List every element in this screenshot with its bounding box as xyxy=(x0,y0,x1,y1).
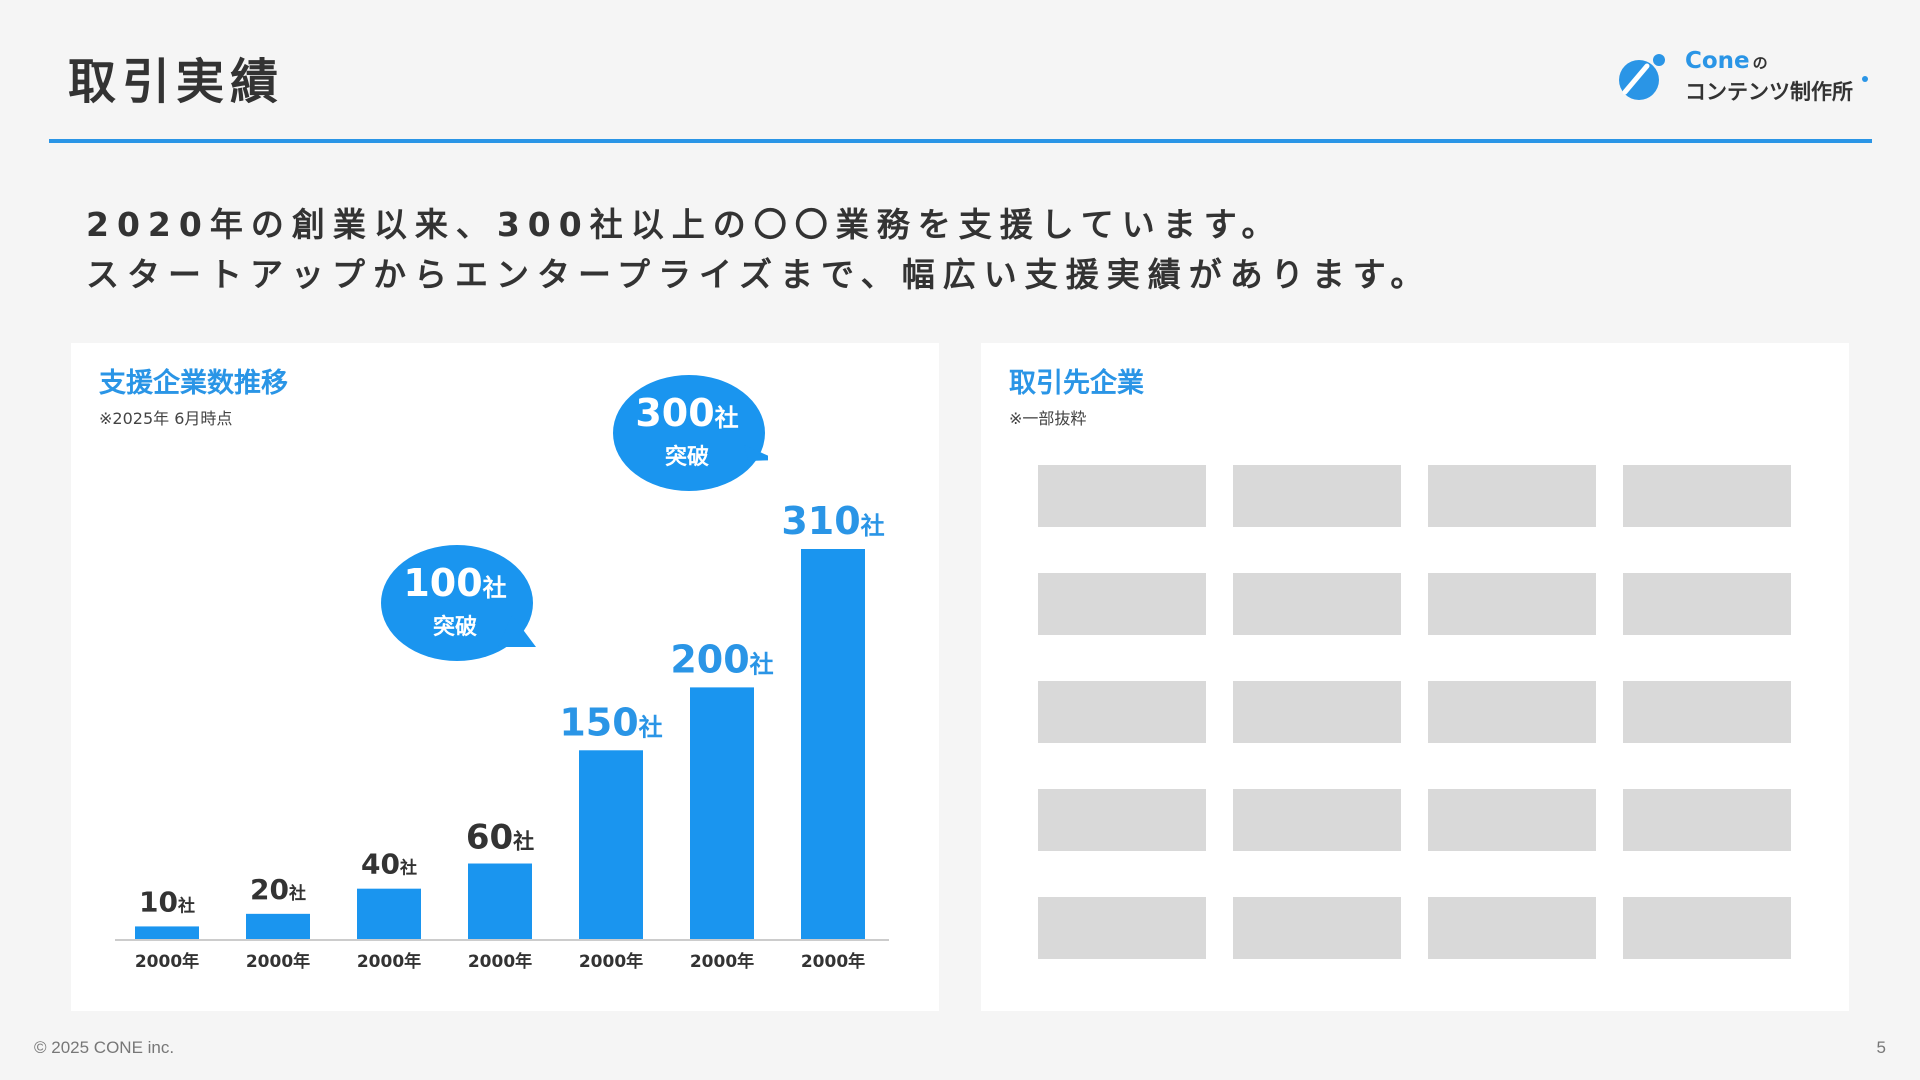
copyright: © 2025 CONE inc. xyxy=(34,1038,175,1057)
x-tick-label: 2000年 xyxy=(579,951,643,972)
bar xyxy=(468,863,532,939)
client-logo-placeholder xyxy=(1038,573,1206,635)
bar-chart: 10社 2000年 20社 2000年 40社 2000年 60社 2000年 150社 2000… xyxy=(115,499,889,972)
client-logo-placeholder xyxy=(1038,681,1206,743)
client-logo-grid xyxy=(1038,465,1791,959)
bar xyxy=(246,913,310,939)
bar-value-label: 200社 xyxy=(670,637,773,681)
bar-value-label: 150社 xyxy=(559,700,662,744)
x-tick-label: 2000年 xyxy=(246,951,310,972)
bar xyxy=(357,888,421,939)
milestone-bubble-100: 100社 突破 xyxy=(380,543,536,683)
bubble-100-unit: 社 xyxy=(482,574,507,602)
client-logo-placeholder xyxy=(1623,789,1791,851)
title-divider xyxy=(49,139,1872,143)
logo-brand-subtitle: コンテンツ制作所 xyxy=(1685,80,1853,104)
x-tick-label: 2000年 xyxy=(690,951,754,972)
bubble-100-value: 100社 xyxy=(380,561,530,605)
bubble-300-value: 300社 xyxy=(612,391,762,435)
client-logo-placeholder xyxy=(1038,465,1206,527)
logo-brand-word: Cone xyxy=(1685,48,1750,74)
chart-panel-note: ※2025年 6月時点 xyxy=(99,409,233,428)
milestone-bubble-300: 300社 突破 xyxy=(612,373,768,513)
x-tick-label: 2000年 xyxy=(468,951,532,972)
speech-bubble-shape xyxy=(381,545,536,661)
chart-panel: 支援企業数推移 ※2025年 6月時点 10社 2000年 20社 2000年 40社 2… xyxy=(71,343,939,1011)
company-logo: Cone の コンテンツ制作所 xyxy=(1617,46,1873,106)
cone-logo-icon xyxy=(1619,54,1665,100)
logo-brand-name: Cone の xyxy=(1685,48,1768,74)
logo-dot xyxy=(1862,76,1868,82)
bubble-300-unit: 社 xyxy=(714,404,739,432)
client-logo-placeholder xyxy=(1233,897,1401,959)
bar-value-label: 310社 xyxy=(781,499,884,543)
client-logo-placeholder xyxy=(1428,573,1596,635)
bar-value-label: 40社 xyxy=(361,848,417,881)
client-logo-placeholder xyxy=(1623,573,1791,635)
client-logo-placeholder xyxy=(1233,789,1401,851)
bubble-300-text: 突破 xyxy=(664,445,709,470)
bar xyxy=(579,750,643,939)
x-tick-label: 2000年 xyxy=(801,951,865,972)
clients-panel-title: 取引先企業 xyxy=(1009,368,1144,399)
page-title: 取引実績 xyxy=(68,54,285,110)
client-logo-placeholder xyxy=(1623,897,1791,959)
lead-text: 2020年の創業以来、300社以上の〇〇業務を支援しています。 スタートアップか… xyxy=(86,200,1431,300)
client-logo-placeholder xyxy=(1038,789,1206,851)
client-logo-placeholder xyxy=(1428,789,1596,851)
client-logo-placeholder xyxy=(1233,573,1401,635)
clients-panel-note: ※一部抜粋 xyxy=(1009,409,1087,428)
bar xyxy=(690,687,754,939)
client-logo-placeholder xyxy=(1428,465,1596,527)
client-logo-placeholder xyxy=(1623,681,1791,743)
bubble-100-text: 突破 xyxy=(432,615,477,640)
page-number: 5 xyxy=(1876,1038,1886,1057)
client-logo-placeholder xyxy=(1233,681,1401,743)
lead-line-1: 2020年の創業以来、300社以上の〇〇業務を支援しています。 xyxy=(86,205,1283,244)
clients-panel: 取引先企業 ※一部抜粋 xyxy=(981,343,1849,1011)
client-logo-placeholder xyxy=(1038,897,1206,959)
client-logo-placeholder xyxy=(1623,465,1791,527)
chart-panel-title: 支援企業数推移 xyxy=(99,368,288,399)
bar-value-label: 20社 xyxy=(250,873,306,906)
x-tick-label: 2000年 xyxy=(135,951,199,972)
bar-value-label: 60社 xyxy=(466,818,534,858)
logo-brand-particle: の xyxy=(1752,54,1768,72)
speech-bubble-shape xyxy=(613,375,768,491)
bubble-100-number: 100 xyxy=(403,561,483,605)
lead-line-2: スタートアップからエンタープライズまで、幅広い支援実績があります。 xyxy=(86,255,1432,294)
x-tick-label: 2000年 xyxy=(357,951,421,972)
client-logo-placeholder xyxy=(1233,465,1401,527)
client-logo-placeholder xyxy=(1428,681,1596,743)
client-logo-placeholder xyxy=(1428,897,1596,959)
bar xyxy=(135,926,199,939)
bar xyxy=(801,549,865,939)
bubble-300-number: 300 xyxy=(635,391,715,435)
bar-value-label: 10社 xyxy=(139,885,195,918)
